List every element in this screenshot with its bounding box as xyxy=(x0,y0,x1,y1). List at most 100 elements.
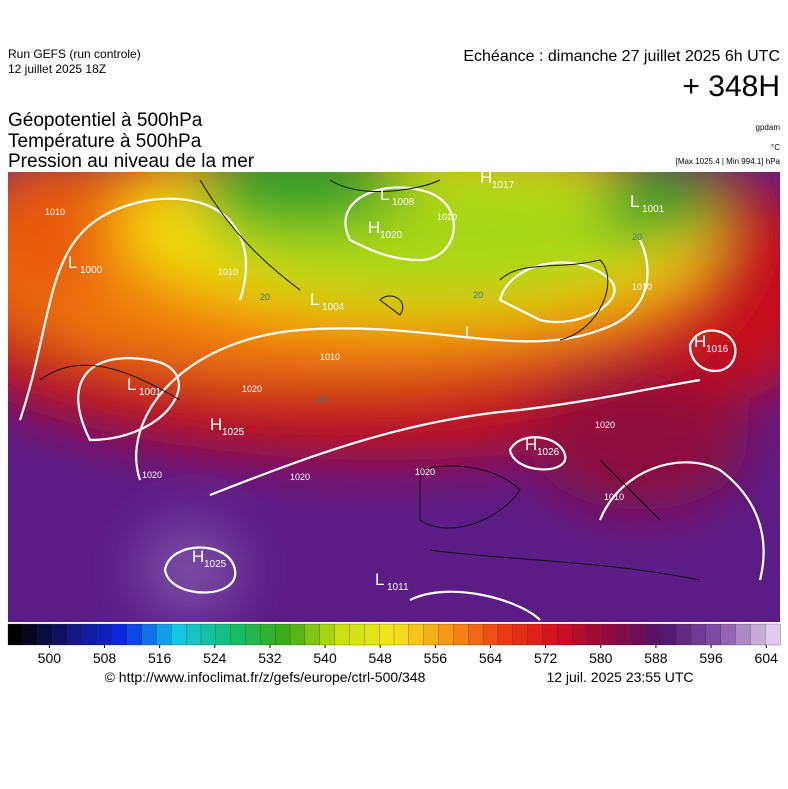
colorbar-swatch xyxy=(705,623,722,646)
center-value: 1017 xyxy=(492,180,515,191)
isobar-label: 1020 xyxy=(142,470,162,480)
center-letter: L xyxy=(380,185,389,204)
center-value: 1011 xyxy=(387,582,409,593)
colorbar-swatch xyxy=(468,623,484,646)
colorbar-tick-label: 556 xyxy=(424,650,448,666)
unit-label: [Max 1025.4 | Min 994.1] hPa xyxy=(676,157,781,166)
colorbar-tick-label: 516 xyxy=(148,650,172,666)
map xyxy=(8,172,780,622)
isobar-label: 1010 xyxy=(218,267,238,277)
colorbar-swatch xyxy=(111,623,128,646)
center-value: 1004 xyxy=(322,302,345,313)
colorbar-swatch xyxy=(289,623,306,646)
colorbar-swatch xyxy=(171,623,187,646)
colorbar-swatch xyxy=(364,623,380,646)
colorbar-swatch xyxy=(557,623,573,646)
colorbar-swatch xyxy=(601,623,618,646)
colorbar-swatch xyxy=(379,623,395,646)
colorbar-swatch xyxy=(661,623,677,646)
title: Pression au niveau de la mer xyxy=(8,151,255,172)
colorbar-swatch xyxy=(156,623,172,646)
center-value: 1008 xyxy=(392,197,415,208)
colorbar: 500 508 516 524 532 540 548 556 564 572 580 588 596 6… xyxy=(7,623,781,666)
isobar-label: 1010 xyxy=(632,282,652,292)
colorbar-swatch xyxy=(527,623,544,646)
center-letter: H xyxy=(210,415,222,434)
colorbar-swatch xyxy=(230,623,247,646)
run-label: Run GEFS (run controle) xyxy=(8,47,141,61)
isobar-label: 1020 xyxy=(595,420,615,430)
colorbar-swatch xyxy=(349,623,365,646)
colorbar-swatch xyxy=(735,623,751,646)
colorbar-tick-label: 540 xyxy=(313,650,337,666)
colorbar-tick-label: 572 xyxy=(534,650,558,666)
colorbar-swatch xyxy=(497,623,514,646)
center-letter: L xyxy=(310,290,319,309)
isotherm-label: 20 xyxy=(473,290,483,300)
center-letter: L xyxy=(127,375,136,394)
center-letter: H xyxy=(694,332,706,351)
center-value: 1000 xyxy=(80,265,103,276)
colorbar-swatch xyxy=(453,623,469,646)
center-letter: L xyxy=(465,323,474,342)
isobar-label: 1010 xyxy=(45,207,65,217)
colorbar-swatch xyxy=(186,623,202,646)
center-letter: L xyxy=(375,570,384,589)
colorbar-swatch xyxy=(438,623,455,646)
isobar-label: 1010 xyxy=(604,492,624,502)
center-value: 1020 xyxy=(380,230,403,241)
colorbar-tick-label: 564 xyxy=(479,650,503,666)
colorbar-swatch xyxy=(22,623,39,646)
unit-label: °C xyxy=(771,143,780,152)
center-value: 1025 xyxy=(222,427,245,438)
isobar-label: 1020 xyxy=(242,384,262,394)
colorbar-swatch xyxy=(82,623,98,646)
generated-time: 12 juil. 2025 23:55 UTC xyxy=(546,669,693,685)
colorbar-swatch xyxy=(126,623,143,646)
center-letter: L xyxy=(68,253,77,272)
colorbar-swatch xyxy=(304,623,321,646)
colorbar-swatch xyxy=(423,623,440,646)
isotherm-label: 20 xyxy=(317,394,327,404)
colorbar-swatch xyxy=(631,623,648,646)
unit-label: gpdam xyxy=(756,123,781,132)
isobar-label: 1010 xyxy=(437,212,457,222)
center-value: 1001 xyxy=(642,204,665,215)
colorbar-tick-label: 508 xyxy=(93,650,117,666)
colorbar-swatch xyxy=(245,623,262,646)
center-value: 1025 xyxy=(204,559,227,570)
colorbar-swatch xyxy=(750,623,766,646)
center-letter: H xyxy=(192,547,204,566)
center-value: 1026 xyxy=(537,447,560,458)
lead-time: + 348H xyxy=(682,70,780,103)
colorbar-swatch xyxy=(542,623,558,646)
isotherm-label: 20 xyxy=(260,292,270,302)
colorbar-swatch xyxy=(720,623,737,646)
colorbar-swatch xyxy=(512,623,529,646)
colorbar-swatch xyxy=(690,623,707,646)
colorbar-swatch xyxy=(96,623,113,646)
colorbar-swatch xyxy=(319,623,336,646)
center-letter: H xyxy=(480,168,492,187)
colorbar-swatch xyxy=(7,623,24,646)
center-letter: H xyxy=(525,435,537,454)
isobar-label: 1010 xyxy=(320,352,340,362)
colorbar-swatch xyxy=(275,623,291,646)
isobar-label: 1020 xyxy=(415,467,435,477)
title: Température à 500hPa xyxy=(8,131,202,152)
colorbar-swatch xyxy=(646,623,662,646)
colorbar-swatch xyxy=(616,623,633,646)
center-letter: H xyxy=(368,218,380,237)
colorbar-swatch xyxy=(52,623,69,646)
colorbar-swatch xyxy=(408,623,425,646)
contour-labels: 1010 1010 1010 1010 1010 1020 1020 1020 1020 1020… xyxy=(45,207,652,502)
colorbar-swatch xyxy=(765,623,781,646)
center-value: 1016 xyxy=(706,344,729,355)
colorbar-swatch xyxy=(215,623,232,646)
colorbar-swatch xyxy=(393,623,410,646)
colorbar-tick-label: 500 xyxy=(38,650,62,666)
colorbar-swatch xyxy=(141,623,158,646)
title: Géopotentiel à 500hPa xyxy=(8,110,203,131)
isotherm-label: 20 xyxy=(632,232,642,242)
